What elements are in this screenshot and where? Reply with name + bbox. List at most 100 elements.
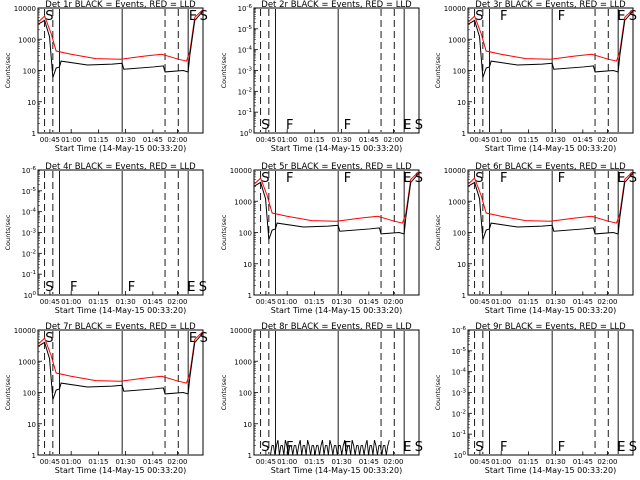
y-tick-label: 1 [248,452,252,460]
y-tick-label: 10-3 [452,389,467,398]
detector-panel: Det 8r BLACK = Events, RED = LLD 1 10 100 10… [220,322,423,475]
x-tick-label: 01:30 [116,136,136,144]
marker-letter: S [475,171,483,186]
x-axis-label: Start Time (14-May-15 00:33:20) [271,306,402,315]
y-axis-label: Counts/sec [434,52,442,88]
y-tick-label: 1 [32,452,36,460]
y-tick-label: 1000 [448,36,466,44]
y-tick-label: 10-2 [22,249,36,258]
x-tick-label: 01:15 [304,458,324,466]
x-tick-label: 01:00 [61,136,81,144]
marker-letter: E [189,331,197,346]
x-tick-label: 00:45 [256,298,276,306]
marker-letter: S [629,9,637,24]
x-tick-label: 01:00 [491,298,511,306]
x-axis-label: Start Time (14-May-15 00:33:20) [485,144,616,153]
y-tick-label: 1 [462,292,466,300]
x-tick-label: 01:15 [518,298,538,306]
lld-curve [37,9,204,62]
y-tick-label: 1000 [18,358,36,366]
marker-letter: E [187,280,195,295]
x-tick-label: 01:45 [359,298,379,306]
y-tick-label: 1 [462,130,466,138]
detector-panel: Det 3r BLACK = Events, RED = LLD 1 10 100 10… [434,0,637,153]
y-tick-label: 1 [32,130,36,138]
y-tick-label: 10 [457,99,466,107]
marker-letter: E [617,171,625,186]
marker-letter: F [128,280,135,295]
x-tick-label: 00:45 [256,458,276,466]
marker-letter: S [629,171,637,186]
x-tick-label: 01:15 [518,136,538,144]
x-tick-label: 01:30 [546,136,566,144]
x-tick-label: 00:45 [40,136,60,144]
x-tick-label: 01:45 [143,298,163,306]
x-tick-label: 01:30 [332,298,352,306]
y-tick-label: 1 [248,292,252,300]
x-tick-label: 01:00 [61,298,81,306]
marker-letter: F [500,171,507,186]
y-tick-label: 10 [27,421,36,429]
x-tick-label: 01:00 [277,298,297,306]
marker-letter: F [286,171,293,186]
x-axis-label: Start Time (14-May-15 00:33:20) [485,306,616,315]
x-tick-label: 01:45 [573,458,593,466]
y-tick-label: 1000 [234,198,252,206]
events-curve [37,332,204,400]
y-axis-label: Counts/sec [220,214,228,250]
y-tick-label: 10-5 [238,25,253,34]
marker-letter: S [261,440,269,455]
marker-letter: S [45,9,53,24]
x-tick-label: 02:00 [383,136,403,144]
marker-letter: S [415,118,423,133]
y-tick-label: 10000 [230,167,252,175]
detector-panel: Det 5r BLACK = Events, RED = LLD 1 10 100 10… [220,162,423,315]
y-tick-label: 100 [239,390,252,398]
marker-letter: S [629,440,637,455]
y-tick-label: 100 [454,451,467,460]
x-axis-label: Start Time (14-May-15 00:33:20) [271,144,402,153]
y-tick-label: 10 [457,261,466,269]
marker-letter: F [500,440,507,455]
marker-letter: S [199,280,207,295]
y-tick-label: 10-4 [238,46,253,55]
y-tick-label: 100 [240,129,253,138]
detector-panel: Det 9r BLACK = Events, RED = LLD 100 10-1 1… [434,322,637,475]
marker-letter: S [45,331,53,346]
detector-panel: Det 4r BLACK = Events, RED = LLD 100 10-1 1… [4,162,207,315]
y-axis-label: Counts/sec [220,374,228,410]
x-tick-label: 01:45 [143,136,163,144]
x-tick-label: 02:00 [167,136,187,144]
panel-title: Det 9r BLACK = Events, RED = LLD [475,322,626,332]
x-tick-label: 01:30 [116,298,136,306]
lld-curve [37,331,204,384]
marker-letter: S [200,331,208,346]
panel-title: Det 2r BLACK = Events, RED = LLD [261,0,412,10]
x-tick-label: 02:00 [597,458,617,466]
lld-curve [253,171,420,224]
x-tick-label: 01:00 [277,458,297,466]
y-tick-label: 10 [243,261,252,269]
y-tick-label: 10-3 [238,67,253,76]
detector-panel: Det 6r BLACK = Events, RED = LLD 1 10 100 10… [434,162,637,315]
x-tick-label: 00:45 [470,136,490,144]
marker-letter: S [45,280,53,295]
marker-letter: F [70,280,77,295]
marker-letter: S [261,171,269,186]
y-axis-label: Counts/sec [220,52,228,88]
x-tick-label: 01:45 [359,458,379,466]
y-axis-label: Counts/sec [4,52,12,88]
y-tick-label: 10-2 [452,409,466,418]
y-tick-label: 100 [453,68,466,76]
x-tick-label: 00:45 [40,458,60,466]
x-tick-label: 01:15 [88,136,108,144]
y-tick-label: 1000 [448,198,466,206]
panel-title: Det 4r BLACK = Events, RED = LLD [45,162,196,172]
events-curve [467,10,634,78]
marker-letter: F [500,9,507,24]
x-tick-label: 01:30 [332,136,352,144]
y-tick-label: 10-4 [22,208,37,217]
y-tick-label: 100 [239,230,252,238]
detector-panel: Det 2r BLACK = Events, RED = LLD 100 10-1 1… [220,0,423,153]
